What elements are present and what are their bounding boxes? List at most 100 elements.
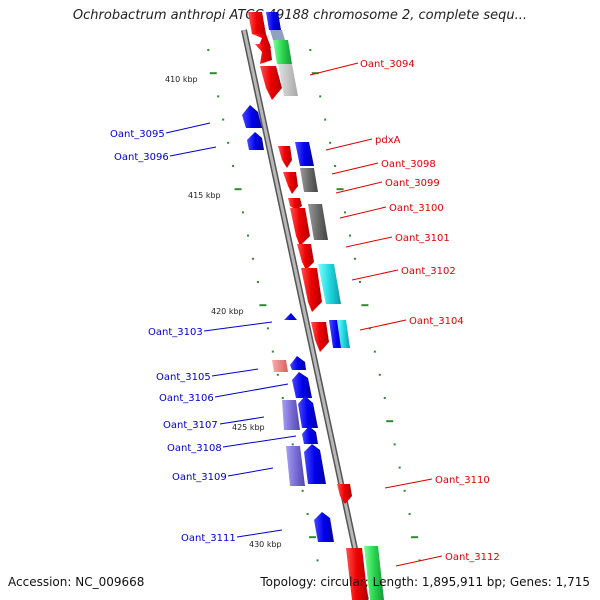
map-title: Ochrobactrum anthropi ATCC 49188 chromos… — [72, 8, 528, 23]
label-connector — [395, 555, 443, 567]
label-connector — [384, 478, 433, 489]
gene-label-oant-3112[interactable]: Oant_3112 — [445, 552, 500, 563]
label-connector — [335, 181, 383, 194]
scale-tick — [353, 257, 356, 260]
summary-text: Topology: circular; Length: 1,895,911 bp… — [260, 575, 590, 589]
label-connector — [331, 162, 379, 175]
scale-tick — [291, 443, 294, 446]
gene-feature — [286, 446, 305, 486]
gene-feature — [270, 30, 285, 40]
scale-tick — [411, 536, 419, 539]
label-connector — [227, 467, 274, 477]
gene-feature — [255, 44, 272, 64]
scale-tick — [242, 211, 245, 214]
gene-label-oant-3095[interactable]: Oant_3095 — [110, 129, 165, 140]
scale-tick — [209, 72, 217, 75]
gene-label-oant-3100[interactable]: Oant_3100 — [389, 203, 444, 214]
scale-tick — [329, 141, 332, 144]
scale-tick — [281, 397, 284, 399]
gene-feature — [308, 204, 328, 240]
label-connector — [351, 269, 399, 281]
gene-feature — [272, 360, 288, 372]
gene-feature — [278, 64, 298, 96]
gene-label-oant-3106[interactable]: Oant_3106 — [159, 393, 214, 404]
label-connector — [219, 416, 265, 425]
gene-label-oant-3109[interactable]: Oant_3109 — [172, 472, 227, 483]
gene-label-oant-3103[interactable]: Oant_3103 — [148, 327, 203, 338]
gene-feature — [311, 322, 329, 352]
gene-feature — [302, 426, 318, 444]
scale-tick — [368, 327, 371, 330]
gene-label-oant-3094[interactable]: Oant_3094 — [360, 59, 415, 70]
scale-tick — [309, 536, 317, 539]
gene-feature — [337, 484, 352, 504]
gene-feature — [292, 372, 312, 398]
gene-label-pdxa[interactable]: pdxA — [375, 135, 401, 146]
label-connector — [203, 321, 273, 332]
scale-tick — [361, 304, 369, 307]
scale-tick — [349, 234, 352, 237]
gene-feature — [346, 548, 368, 600]
gene-label-oant-3098[interactable]: Oant_3098 — [381, 159, 436, 170]
gene-feature — [298, 396, 318, 428]
gene-label-oant-3104[interactable]: Oant_3104 — [409, 316, 464, 327]
gene-feature — [247, 132, 264, 150]
scale-tick — [408, 513, 411, 515]
gene-label-oant-3102[interactable]: Oant_3102 — [401, 266, 456, 277]
gene-label-oant-3101[interactable]: Oant_3101 — [395, 233, 450, 244]
gene-feature — [266, 12, 281, 30]
scale-tick — [247, 234, 250, 237]
scale-tick — [207, 49, 210, 51]
scale-tick — [324, 118, 327, 121]
gene-label-oant-3096[interactable]: Oant_3096 — [114, 152, 169, 163]
scale-label-425: 425 kbp — [232, 423, 265, 432]
scale-tick — [276, 373, 279, 376]
gene-feature — [278, 146, 292, 168]
accession-text: Accession: NC_009668 — [8, 575, 145, 589]
scale-tick — [383, 397, 386, 399]
gene-features — [242, 12, 384, 600]
scale-tick — [344, 211, 347, 214]
gene-label-oant-3105[interactable]: Oant_3105 — [156, 372, 211, 383]
gene-feature — [314, 512, 334, 542]
scale-tick — [373, 350, 376, 353]
scale-tick — [358, 281, 361, 283]
scale-tick — [306, 513, 309, 515]
scale-tick — [234, 188, 242, 191]
scale-tick — [301, 489, 304, 492]
forward-gene-labels: Oant_3094 pdxA Oant_3098 Oant_3099 Oant_… — [309, 59, 500, 567]
label-connector — [309, 62, 359, 76]
label-connector — [211, 368, 259, 377]
scale-tick — [232, 165, 235, 167]
label-connector — [345, 236, 393, 248]
gene-feature — [290, 208, 310, 246]
label-connector — [214, 383, 289, 398]
scale-tick — [398, 466, 401, 469]
scale-tick — [259, 304, 267, 307]
gene-label-oant-3108[interactable]: Oant_3108 — [167, 443, 222, 454]
gene-label-oant-3107[interactable]: Oant_3107 — [163, 420, 218, 431]
gene-label-oant-3110[interactable]: Oant_3110 — [435, 475, 490, 486]
gene-feature — [301, 268, 322, 312]
label-connector — [222, 435, 297, 448]
label-connector — [236, 529, 283, 538]
scale-label-415: 415 kbp — [188, 191, 221, 200]
gene-feature — [295, 142, 314, 166]
label-connector — [339, 206, 387, 219]
gene-label-oant-3111[interactable]: Oant_3111 — [181, 533, 236, 544]
scale-labels: 410 kbp 415 kbp 420 kbp 425 kbp 430 kbp — [165, 75, 282, 549]
scale-tick — [378, 373, 381, 376]
gene-feature — [260, 66, 282, 100]
scale-tick — [319, 95, 322, 98]
scale-tick — [316, 559, 319, 562]
scale-tick — [251, 257, 254, 260]
scale-tick — [271, 350, 274, 353]
gene-feature — [300, 168, 318, 192]
gene-feature — [297, 244, 314, 270]
scale-label-430: 430 kbp — [249, 540, 282, 549]
gene-label-oant-3099[interactable]: Oant_3099 — [385, 178, 440, 189]
scale-tick — [227, 141, 230, 144]
gene-feature — [242, 105, 262, 128]
label-connector — [359, 319, 407, 331]
